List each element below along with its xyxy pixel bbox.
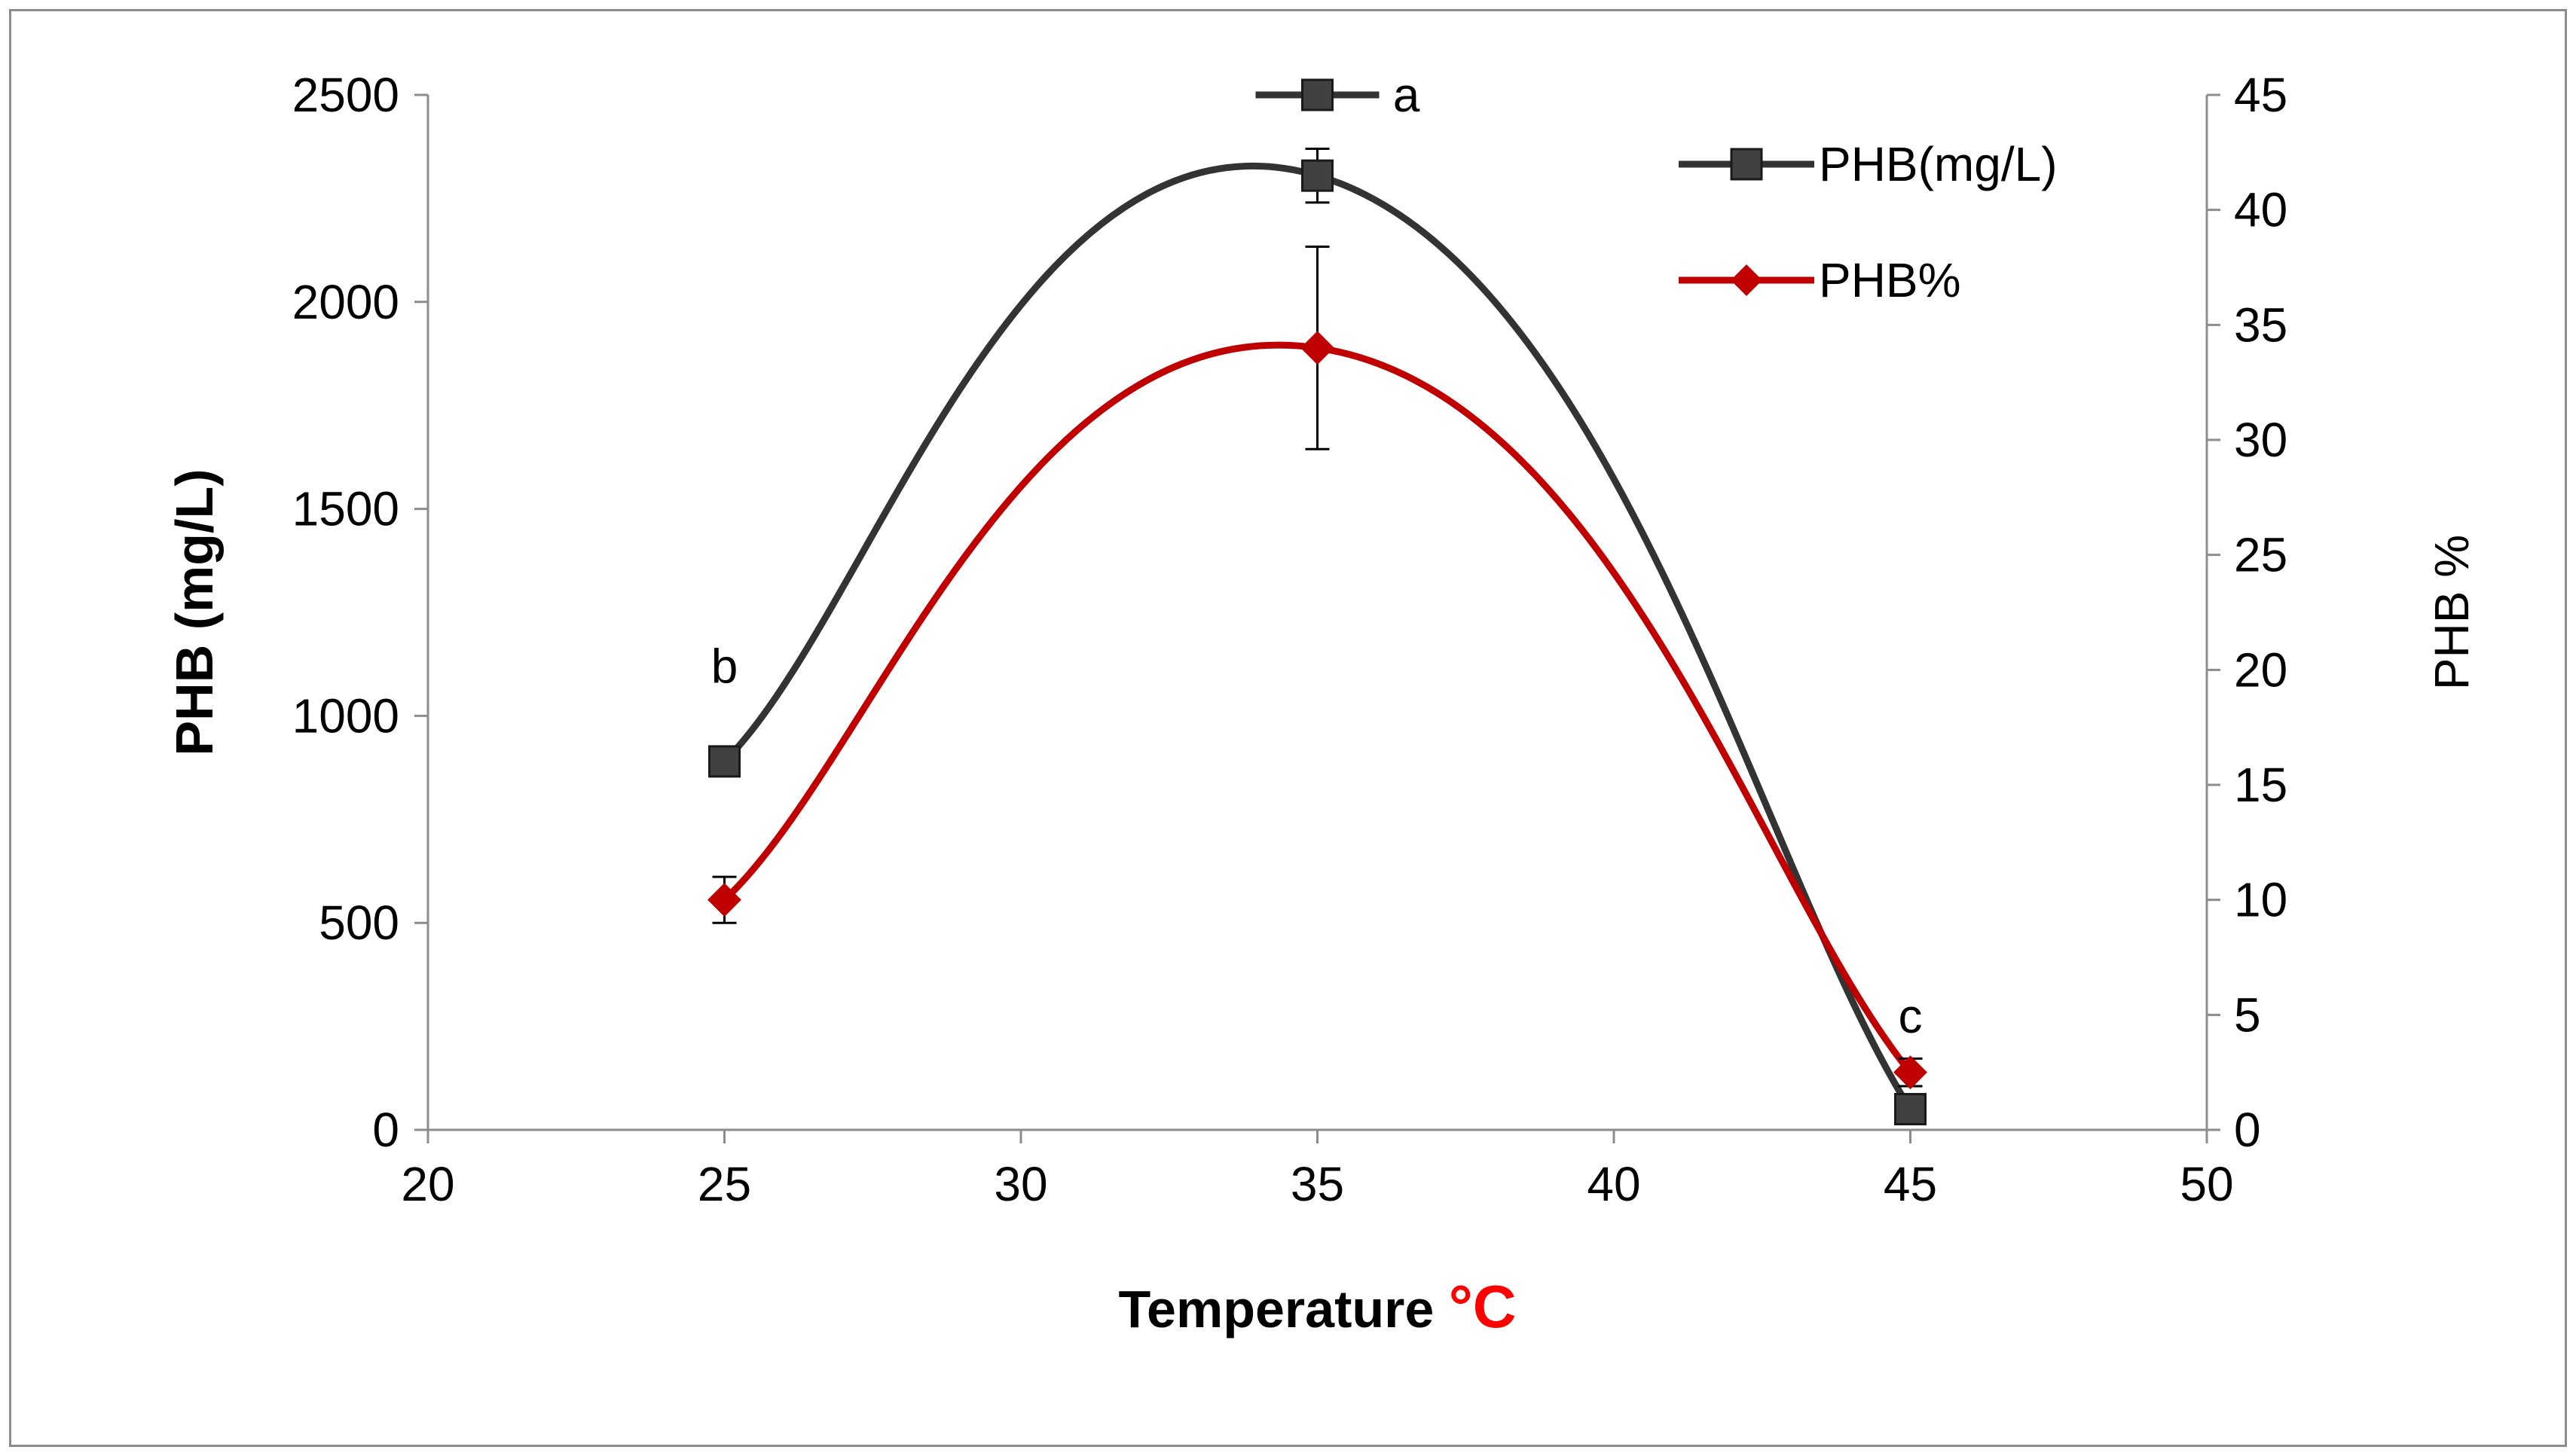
legend-label-1: PHB(mg/L) [1819,137,2058,191]
x-tick-label: 40 [1587,1157,1640,1211]
y-right-tick-label: 15 [2234,758,2287,812]
annotation-label: b [711,639,738,693]
x-axis-title-text: Temperature [1118,1280,1448,1338]
legend-marker-square [1730,148,1763,181]
y-right-tick-label: 25 [2234,528,2287,582]
data-point-diamond [707,883,741,917]
chart-area [9,9,2567,1447]
y-left-tick-label: 0 [372,1103,399,1157]
x-tick-label: 45 [1884,1157,1937,1211]
data-point-diamond [1300,331,1334,365]
legend-marker-diamond [1731,264,1762,296]
y-right-tick-label: 0 [2234,1103,2261,1157]
x-tick-label: 50 [2180,1157,2233,1211]
y-right-tick-label: 35 [2234,298,2287,352]
y-axis-right-title: PHB % [2425,535,2479,690]
y-left-tick-label: 500 [319,896,399,950]
x-tick-label: 20 [401,1157,454,1211]
y-left-tick-label: 1000 [292,688,399,743]
x-tick-label: 35 [1291,1157,1344,1211]
data-point-square [1894,1093,1927,1126]
y-right-tick-label: 40 [2234,183,2287,237]
annotation-label: a [1393,68,1420,122]
annotation-a-marker [1301,78,1334,111]
legend-label-2: PHB% [1819,253,1961,307]
x-axis-title-unit: °C [1449,1273,1517,1340]
y-right-tick-label: 20 [2234,643,2287,697]
annotation-label: c [1899,989,1923,1043]
y-left-tick-label: 2500 [292,68,399,122]
y-right-tick-label: 10 [2234,873,2287,927]
y-left-tick-label: 1500 [292,482,399,536]
y-left-tick-label: 2000 [292,275,399,329]
data-point-square [708,745,741,778]
x-tick-label: 25 [698,1157,751,1211]
y-right-tick-label: 5 [2234,987,2261,1042]
y-right-tick-label: 30 [2234,413,2287,467]
y-axis-left-title: PHB (mg/L) [165,469,224,755]
x-axis-title: Temperature °C [1118,1273,1516,1340]
x-tick-label: 30 [994,1157,1047,1211]
series-line-2 [722,341,1913,1075]
y-right-tick-label: 45 [2234,68,2287,122]
data-point-diamond [1893,1055,1927,1090]
data-point-square [1301,159,1334,192]
